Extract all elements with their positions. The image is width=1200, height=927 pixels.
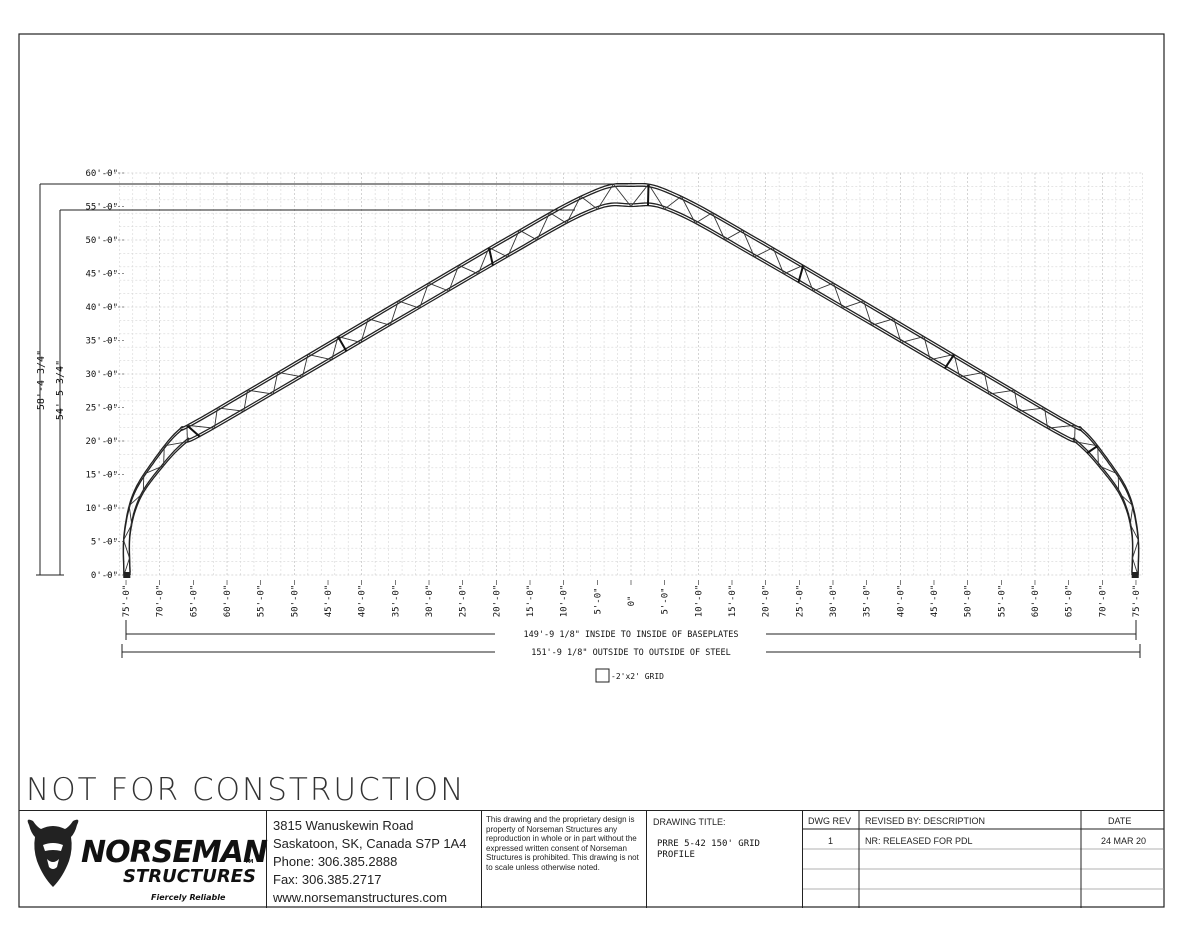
y-tick-label: 60'-0" bbox=[85, 169, 118, 179]
logo-slogan: Fiercely Reliable bbox=[151, 893, 226, 902]
y-tick-label: 10'-0" bbox=[85, 504, 118, 514]
x-tick-label: 40'-0" bbox=[358, 585, 368, 618]
y-tick-label: 0'-0" bbox=[91, 571, 118, 581]
y-tick-label: 20'-0" bbox=[85, 437, 118, 447]
address-cell: 3815 Wanuskewin Road Saskatoon, SK, Cana… bbox=[267, 811, 482, 908]
revision-number: 1 bbox=[828, 836, 834, 846]
logo-trademark: TM bbox=[245, 859, 254, 865]
drawing-title-cell: DRAWING TITLE: PRRE 5-42 150' GRID PROFI… bbox=[647, 811, 803, 908]
x-tick-label: 0" bbox=[627, 596, 637, 607]
y-tick-label: 50'-0" bbox=[85, 236, 118, 246]
x-tick-label: 5'-0" bbox=[661, 587, 671, 614]
drawing-title-line: PRRE 5-42 150' GRID bbox=[657, 839, 760, 849]
x-tick-label: 35'-0" bbox=[391, 585, 401, 618]
grid-legend-label: -2'x2' GRID bbox=[611, 672, 664, 681]
x-tick-label: 65'-0" bbox=[1065, 585, 1075, 618]
phone-line: Phone: 306.385.2888 bbox=[273, 854, 398, 869]
x-tick-label: 65'-0" bbox=[189, 585, 199, 618]
y-tick-label: 5'-0" bbox=[91, 538, 118, 548]
y-tick-label: 25'-0" bbox=[85, 404, 118, 414]
disclaimer-cell: This drawing and the proprietary design … bbox=[482, 811, 647, 908]
drawing-title-line: PROFILE bbox=[657, 850, 695, 860]
logo-sub: STRUCTURES bbox=[123, 866, 256, 887]
y-axis-labels: 0'-0" 5'-0" 10'-0" 15'-0" 20'-0" 25'-0" 30'-0"… bbox=[85, 169, 124, 581]
revision-description: NR: RELEASED FOR PDL bbox=[865, 836, 973, 846]
x-tick-label: 35'-0" bbox=[863, 585, 873, 618]
revision-date: 24 MAR 20 bbox=[1101, 836, 1147, 846]
x-tick-label: 5'-0" bbox=[593, 587, 603, 614]
not-for-construction-watermark: NOT FOR CONSTRUCTION bbox=[26, 772, 466, 808]
grid bbox=[118, 172, 1144, 576]
y-tick-label: 45'-0" bbox=[85, 270, 118, 280]
fax-line: Fax: 306.385.2717 bbox=[273, 872, 382, 887]
website-line: www.norsemanstructures.com bbox=[273, 890, 448, 905]
y-tick-label: 55'-0" bbox=[85, 203, 118, 213]
x-tick-label: 25'-0" bbox=[459, 585, 469, 618]
logo-main: NORSEMAN bbox=[81, 835, 268, 870]
y-tick-label: 40'-0" bbox=[85, 303, 118, 313]
x-tick-label: 60'-0" bbox=[223, 585, 233, 618]
revision-table: DWG REV REVISED BY: DESCRIPTION DATE 1 N… bbox=[803, 811, 1164, 908]
viking-head-icon bbox=[27, 819, 79, 887]
title-block: NORSEMAN TM STRUCTURES Fiercely Reliable… bbox=[19, 810, 1164, 908]
drawing-title-label: DRAWING TITLE: bbox=[653, 817, 726, 827]
height-dimensions bbox=[36, 183, 628, 576]
x-tick-label: 55'-0" bbox=[257, 585, 267, 618]
x-tick-label: 70'-0" bbox=[156, 585, 166, 618]
x-tick-label: 50'-0" bbox=[964, 585, 974, 618]
grid-legend-square bbox=[595, 668, 610, 683]
x-tick-label: 20'-0" bbox=[762, 585, 772, 618]
date-header: DATE bbox=[1108, 816, 1132, 826]
outside-span-dimension: 151'-9 1/8" OUTSIDE TO OUTSIDE OF STEEL bbox=[531, 648, 731, 658]
x-tick-label: 60'-0" bbox=[1031, 585, 1041, 618]
x-tick-label: 55'-0" bbox=[997, 585, 1007, 618]
revised-by-header: REVISED BY: DESCRIPTION bbox=[865, 816, 986, 826]
x-tick-label: 75'-0" bbox=[122, 585, 132, 618]
outer-height-dimension: 58'-4 3/4" bbox=[36, 350, 47, 410]
x-tick-label: 15'-0" bbox=[728, 585, 738, 618]
y-tick-label: 35'-0" bbox=[85, 337, 118, 347]
inside-span-dimension: 149'-9 1/8" INSIDE TO INSIDE OF BASEPLAT… bbox=[524, 630, 739, 640]
sheet-border bbox=[18, 33, 1165, 908]
x-tick-label: 20'-0" bbox=[492, 585, 502, 618]
x-tick-label: 30'-0" bbox=[425, 585, 435, 618]
dwg-rev-header: DWG REV bbox=[808, 816, 852, 826]
x-tick-label: 25'-0" bbox=[795, 585, 805, 618]
x-tick-label: 45'-0" bbox=[930, 585, 940, 618]
x-axis-labels: 75'-0" 70'-0" 65'-0" 60'-0" 55'-0" 50'-0" 45'-… bbox=[122, 580, 1142, 617]
address-line: Saskatoon, SK, Canada S7P 1A4 bbox=[273, 836, 467, 851]
x-tick-label: 75'-0" bbox=[1132, 585, 1142, 618]
logo-cell: NORSEMAN TM STRUCTURES Fiercely Reliable bbox=[19, 811, 268, 908]
inner-height-dimension: 54'-5 3/4" bbox=[55, 360, 66, 420]
x-tick-label: 50'-0" bbox=[290, 585, 300, 618]
revision-table-grid bbox=[803, 811, 1164, 908]
x-tick-label: 70'-0" bbox=[1098, 585, 1108, 618]
x-tick-label: 10'-0" bbox=[694, 585, 704, 618]
x-tick-label: 10'-0" bbox=[560, 585, 570, 618]
arch-truss-frame bbox=[122, 182, 1140, 578]
address-line: 3815 Wanuskewin Road bbox=[273, 818, 414, 833]
disclaimer-text: This drawing and the proprietary design … bbox=[486, 815, 639, 872]
x-tick-label: 40'-0" bbox=[896, 585, 906, 618]
x-tick-label: 15'-0" bbox=[526, 585, 536, 618]
y-tick-label: 30'-0" bbox=[85, 370, 118, 380]
x-tick-label: 45'-0" bbox=[324, 585, 334, 618]
x-tick-label: 30'-0" bbox=[829, 585, 839, 618]
span-dimensions bbox=[121, 620, 1141, 658]
y-tick-label: 15'-0" bbox=[85, 471, 118, 481]
